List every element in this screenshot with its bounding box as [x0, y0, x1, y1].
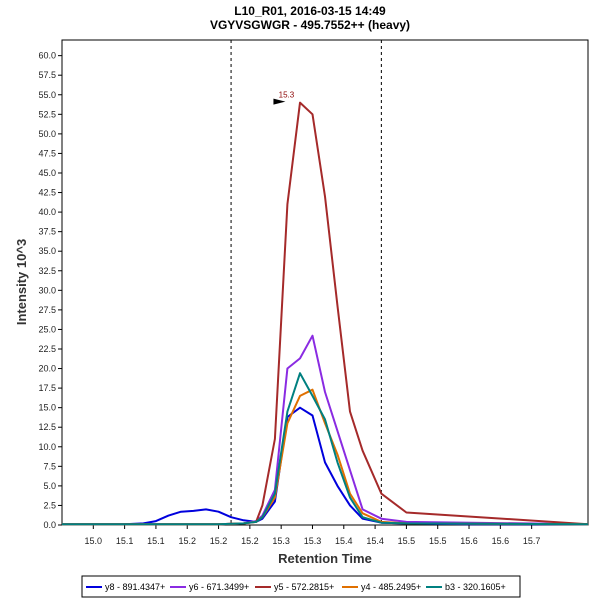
y-tick-label: 35.0 [38, 246, 56, 256]
y-tick-label: 52.5 [38, 109, 56, 119]
y-axis-label: Intensity 10^3 [14, 239, 29, 325]
x-tick-label: 15.4 [366, 536, 384, 546]
y-tick-label: 50.0 [38, 129, 56, 139]
x-axis-ticks: 15.0 15.1 15.1 15.2 15.2 15.2 15.3 15.3 15.4 15.4… [85, 525, 541, 546]
x-tick-label: 15.3 [304, 536, 322, 546]
x-tick-label: 15.5 [429, 536, 447, 546]
x-tick-label: 15.2 [241, 536, 259, 546]
y-tick-label: 0.0 [43, 520, 56, 530]
x-tick-label: 15.0 [85, 536, 103, 546]
legend-label: y6 - 671.3499+ [189, 582, 249, 592]
x-tick-label: 15.7 [523, 536, 541, 546]
y-tick-label: 5.0 [43, 481, 56, 491]
y-tick-label: 57.5 [38, 70, 56, 80]
x-tick-label: 15.3 [272, 536, 290, 546]
y-tick-label: 42.5 [38, 188, 56, 198]
y-tick-label: 27.5 [38, 305, 56, 315]
y-tick-label: 25.0 [38, 324, 56, 334]
y-tick-label: 30.0 [38, 285, 56, 295]
series-line-y8 [62, 406, 588, 526]
x-tick-label: 15.2 [210, 536, 228, 546]
x-tick-label: 15.4 [335, 536, 353, 546]
y-tick-label: 37.5 [38, 227, 56, 237]
peak-annotation-label: 15.3 [279, 91, 295, 100]
series-line-b3 [62, 372, 589, 526]
legend [81, 575, 521, 598]
x-axis-label: Retention Time [278, 551, 372, 566]
y-tick-label: 22.5 [38, 344, 56, 354]
legend-label: y8 - 891.4347+ [105, 582, 165, 592]
y-tick-label: 12.5 [38, 422, 56, 432]
y-tick-label: 40.0 [38, 207, 56, 217]
peak-marker [273, 98, 286, 105]
y-tick-label: 60.0 [38, 51, 56, 61]
legend-label: b3 - 320.1605+ [445, 582, 506, 592]
x-tick-label: 15.6 [460, 536, 478, 546]
legend-label: y4 - 485.2495+ [361, 582, 421, 592]
y-tick-label: 32.5 [38, 266, 56, 276]
y-tick-label: 7.5 [43, 461, 56, 471]
y-tick-label: 45.0 [38, 168, 56, 178]
legend-label: y5 - 572.2815+ [274, 582, 334, 592]
series-lines [62, 101, 589, 526]
y-tick-label: 47.5 [38, 148, 56, 158]
y-tick-label: 55.0 [38, 90, 56, 100]
x-tick-label: 15.6 [492, 536, 510, 546]
y-tick-label: 17.5 [38, 383, 56, 393]
peak-boundaries [230, 40, 382, 525]
x-tick-label: 15.5 [398, 536, 416, 546]
y-tick-label: 10.0 [38, 442, 56, 452]
plot-area [61, 39, 589, 526]
legend-items: y8 - 891.4347+ y6 - 671.3499+ y5 - 572.281… [86, 582, 506, 592]
y-axis-ticks: 0.0 2.5 5.0 7.5 10.0 12.5 15.0 17.5 20.0 22.5 25.0… [38, 51, 62, 530]
y-tick-label: 15.0 [38, 403, 56, 413]
x-tick-label: 15.1 [116, 536, 134, 546]
x-tick-label: 15.2 [178, 536, 196, 546]
y-tick-label: 20.0 [38, 364, 56, 374]
y-tick-label: 2.5 [43, 500, 56, 510]
x-tick-label: 15.1 [147, 536, 165, 546]
chart-title: L10_R01, 2016-03-15 14:49 [234, 4, 386, 18]
chart-subtitle: VGYVSGWGR - 495.7552++ (heavy) [210, 18, 410, 32]
